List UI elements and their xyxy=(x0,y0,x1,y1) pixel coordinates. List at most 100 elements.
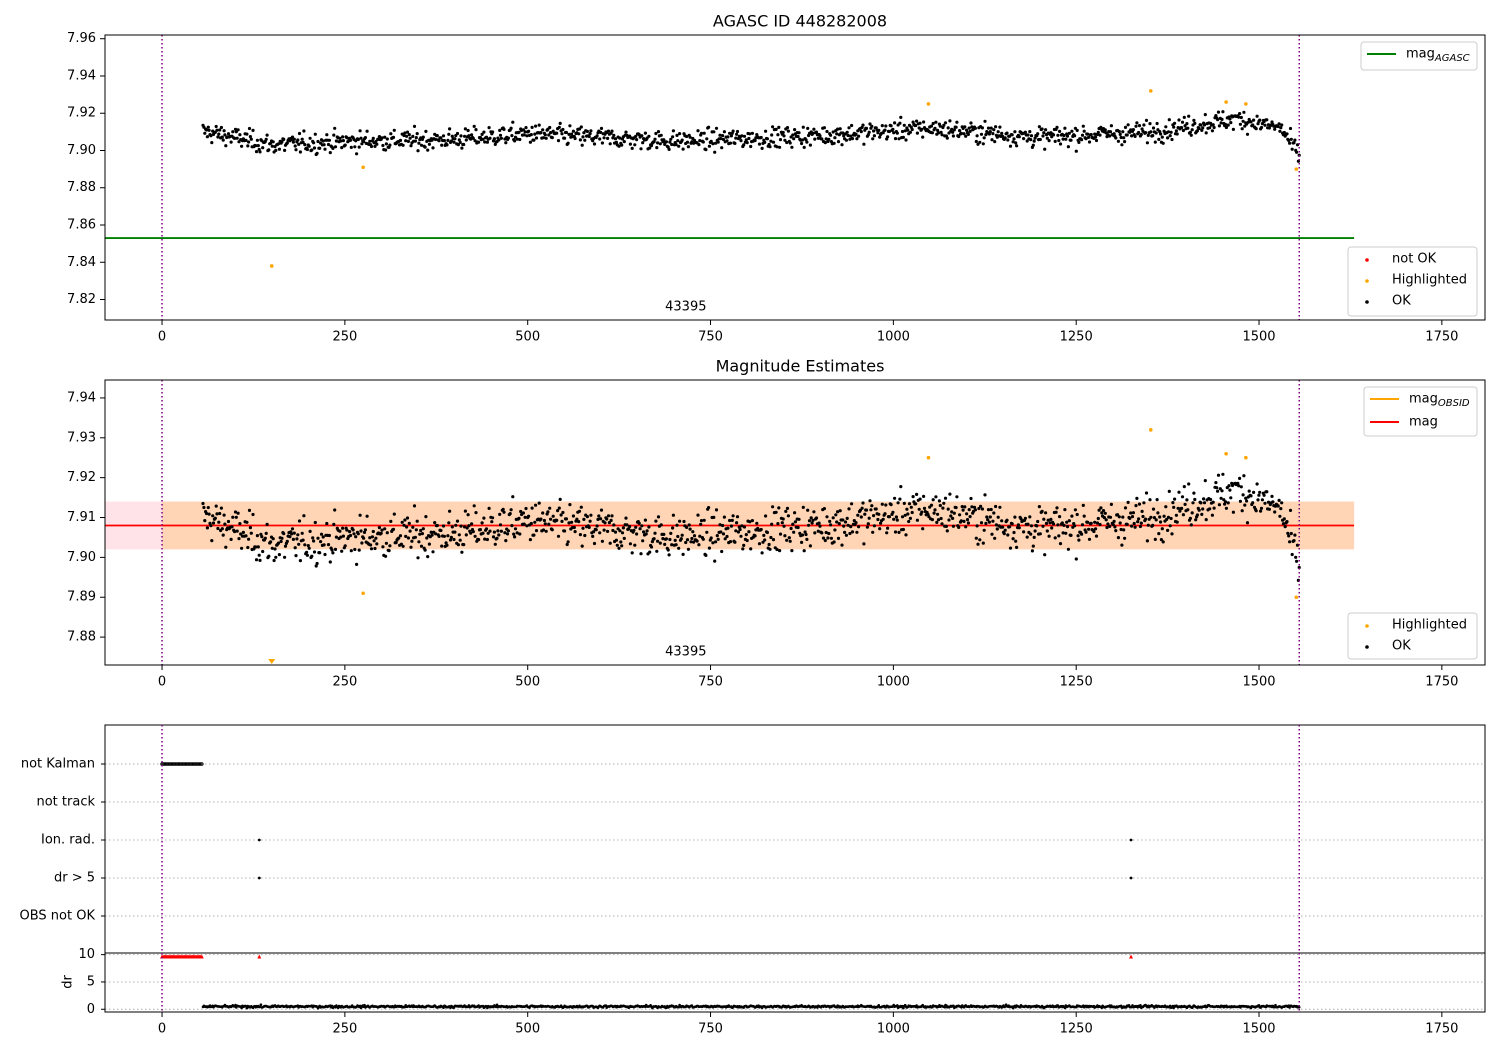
ok-point xyxy=(644,532,648,536)
ok-point xyxy=(840,543,844,547)
ok-point xyxy=(1112,519,1116,524)
ok-point xyxy=(459,524,463,528)
panel1-ytick-label: 7.90 xyxy=(67,143,96,158)
ok-point xyxy=(945,136,949,140)
ok-point xyxy=(1022,530,1026,534)
ok-point xyxy=(481,137,485,141)
ok-point xyxy=(744,138,748,142)
ok-point xyxy=(426,555,430,559)
not-kalman-point xyxy=(178,762,183,766)
ok-point xyxy=(782,134,786,138)
not-kalman-point xyxy=(189,762,194,766)
not-kalman-point xyxy=(188,762,192,766)
ok-point xyxy=(543,522,547,526)
ok-point xyxy=(245,132,249,136)
ok-point xyxy=(571,129,576,133)
ok-point xyxy=(765,530,770,535)
ok-point xyxy=(1130,515,1135,519)
ok-point xyxy=(918,121,922,125)
ok-point xyxy=(818,524,822,528)
ok-point xyxy=(762,533,766,538)
ok-point xyxy=(1257,493,1261,497)
ok-point xyxy=(522,133,526,137)
ok-point xyxy=(522,522,526,526)
dr-ytick-label: 10 xyxy=(78,947,95,962)
ok-point xyxy=(886,526,890,530)
ok-point xyxy=(230,525,234,529)
ok-point xyxy=(1153,140,1157,144)
ok-point xyxy=(220,135,224,139)
ok-point xyxy=(634,134,638,138)
ok-point xyxy=(878,135,882,139)
ok-point xyxy=(1177,490,1181,494)
ok-point xyxy=(1121,130,1125,134)
ok-point xyxy=(529,133,533,137)
ok-point xyxy=(969,496,973,501)
ok-point xyxy=(518,137,522,142)
ok-point xyxy=(836,536,841,541)
ok-point xyxy=(894,515,899,519)
ok-point xyxy=(408,529,412,533)
ok-point xyxy=(488,529,492,533)
ok-point xyxy=(1237,115,1241,119)
ok-point xyxy=(384,554,388,558)
ok-point xyxy=(1087,135,1091,139)
panel1-xtick-label: 1000 xyxy=(877,330,910,345)
ok-point xyxy=(224,545,228,549)
ok-point xyxy=(1023,516,1027,520)
ok-point xyxy=(533,132,537,136)
legend-marker xyxy=(1365,258,1369,262)
ok-point xyxy=(841,518,845,522)
ok-point xyxy=(233,530,237,534)
ok-point xyxy=(411,525,415,529)
ok-point xyxy=(1295,143,1300,147)
ok-point xyxy=(1238,476,1242,480)
ok-point xyxy=(667,147,671,151)
ok-point xyxy=(1195,513,1199,517)
ok-point xyxy=(939,516,943,521)
ok-point xyxy=(592,530,596,534)
ok-point xyxy=(491,130,495,134)
ok-point xyxy=(1283,525,1287,529)
ok-point xyxy=(653,531,657,535)
ok-point xyxy=(663,542,667,547)
ok-point xyxy=(1204,518,1208,522)
ok-point xyxy=(1165,517,1169,522)
ok-point xyxy=(280,140,284,144)
ok-point xyxy=(1080,133,1085,137)
ok-point xyxy=(1180,506,1184,510)
ok-point xyxy=(556,534,561,538)
ok-point xyxy=(967,126,971,130)
highlighted-point xyxy=(926,455,931,460)
ok-point xyxy=(1242,474,1246,478)
ok-point xyxy=(713,150,717,154)
ok-point xyxy=(669,137,673,141)
ok-point xyxy=(769,139,773,143)
ok-point xyxy=(406,536,410,540)
ok-point xyxy=(749,547,753,551)
ok-point xyxy=(217,132,221,136)
ok-point xyxy=(271,140,275,144)
ok-point xyxy=(973,508,978,512)
ok-point xyxy=(405,525,409,529)
ok-point xyxy=(705,530,709,534)
ok-point xyxy=(1189,523,1193,527)
ok-point xyxy=(716,140,720,144)
ok-point xyxy=(705,137,709,141)
ok-point xyxy=(546,510,550,514)
ok-point xyxy=(598,531,602,535)
panel2-xtick-label: 1000 xyxy=(877,675,910,690)
ok-point xyxy=(308,136,312,140)
ok-point xyxy=(943,121,948,125)
ok-point xyxy=(670,142,674,147)
ok-point xyxy=(950,510,954,514)
ok-point xyxy=(418,532,422,536)
ok-point xyxy=(340,146,344,150)
ok-point xyxy=(904,138,908,142)
ok-point xyxy=(1122,528,1126,532)
ok-point xyxy=(737,525,741,529)
ok-point xyxy=(1036,519,1040,524)
ok-point xyxy=(236,128,240,132)
ok-point xyxy=(498,512,502,517)
highlighted-point xyxy=(269,264,274,268)
